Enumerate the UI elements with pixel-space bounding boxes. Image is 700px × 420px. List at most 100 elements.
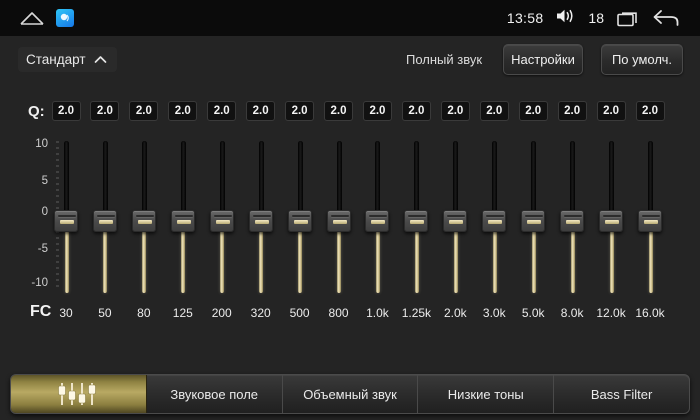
slider-thumb-indicator <box>449 220 464 224</box>
slider-thumb-groove <box>213 215 232 217</box>
slider-thumb[interactable] <box>404 210 429 232</box>
slider-track-upper <box>414 141 420 213</box>
back-icon[interactable] <box>652 9 679 27</box>
slider-thumb[interactable] <box>560 210 585 232</box>
q-value-box[interactable]: 2.0 <box>401 101 431 121</box>
slider-thumb[interactable] <box>131 210 156 232</box>
q-value-box[interactable]: 2.0 <box>440 101 470 121</box>
eq-band-slider[interactable] <box>92 141 118 293</box>
q-value-box[interactable]: 2.0 <box>557 101 587 121</box>
q-value-box[interactable]: 2.0 <box>129 101 159 121</box>
slider-thumb-indicator <box>176 220 191 224</box>
slider-track-upper <box>375 141 381 213</box>
slider-thumb[interactable] <box>521 210 546 232</box>
tab-label: Низкие тоны <box>447 386 524 402</box>
tab-4[interactable]: Низкие тоны <box>418 375 555 413</box>
slider-track-lower <box>648 229 653 293</box>
slider-track-lower <box>337 229 342 293</box>
slider-thumb-groove <box>291 215 310 217</box>
q-value-box[interactable]: 2.0 <box>479 101 509 121</box>
slider-thumb-groove <box>525 215 544 217</box>
slider-thumb[interactable] <box>209 210 234 232</box>
q-value-box[interactable]: 2.0 <box>168 101 198 121</box>
slider-thumb-groove <box>96 215 115 217</box>
slider-thumb-indicator <box>215 220 230 224</box>
eq-band-slider[interactable] <box>520 141 546 293</box>
eq-band-slider[interactable] <box>209 141 235 293</box>
slider-track-lower <box>181 229 186 293</box>
slider-thumb[interactable] <box>287 210 312 232</box>
eq-band-slider[interactable] <box>442 141 468 293</box>
eq-band-slider[interactable] <box>637 141 663 293</box>
tab-label: Звуковое поле <box>170 386 259 402</box>
slider-thumb-indicator <box>254 220 269 224</box>
slider-thumb-indicator <box>293 220 308 224</box>
slider-thumb-groove <box>135 215 154 217</box>
slider-thumb-indicator <box>644 220 658 224</box>
eq-band-slider[interactable] <box>287 141 313 293</box>
fc-label: FC <box>30 303 52 320</box>
chevron-up-icon <box>94 52 107 67</box>
app-icon[interactable] <box>56 9 74 27</box>
eq-band-slider[interactable] <box>481 141 507 293</box>
q-value-box[interactable]: 2.0 <box>246 101 276 121</box>
slider-thumb[interactable] <box>92 210 117 232</box>
slider-thumb-groove <box>58 215 76 217</box>
eq-band-slider[interactable] <box>403 141 429 293</box>
settings-button[interactable]: Настройки <box>503 44 583 75</box>
y-axis-label: -10 <box>31 277 48 289</box>
full-sound-label: Полный звук <box>406 52 483 67</box>
q-value-box[interactable]: 2.0 <box>635 101 665 121</box>
slider-thumb-indicator <box>371 220 386 224</box>
slider-thumb[interactable] <box>638 210 662 232</box>
eq-band-slider[interactable] <box>326 141 352 293</box>
q-value-box[interactable]: 2.0 <box>596 101 626 121</box>
eq-band-slider[interactable] <box>248 141 274 293</box>
slider-track-upper <box>180 141 186 213</box>
frequency-label: 3.0k <box>482 306 506 320</box>
eq-band-slider[interactable] <box>598 141 624 293</box>
frequency-label: 16.0k <box>635 306 665 320</box>
eq-band-slider[interactable] <box>364 141 390 293</box>
q-value-box[interactable]: 2.0 <box>518 101 548 121</box>
slider-thumb-indicator <box>98 220 113 224</box>
slider-thumb-groove <box>174 215 193 217</box>
slider-thumb[interactable] <box>248 210 273 232</box>
recents-icon[interactable] <box>617 10 639 27</box>
frequency-label: 12.0k <box>596 306 626 320</box>
tab-5[interactable]: Bass Filter <box>554 375 689 413</box>
slider-thumb[interactable] <box>365 210 390 232</box>
frequency-label: 30 <box>59 306 73 320</box>
q-value-box[interactable]: 2.0 <box>90 101 120 121</box>
tab-3[interactable]: Объемный звук <box>283 375 419 413</box>
slider-thumb[interactable] <box>170 210 195 232</box>
q-value-box[interactable]: 2.0 <box>362 101 392 121</box>
volume-icon[interactable] <box>556 8 575 29</box>
home-icon[interactable] <box>20 11 44 25</box>
slider-thumb[interactable] <box>482 210 507 232</box>
frequency-label: 125 <box>172 306 193 320</box>
slider-thumb[interactable] <box>326 210 351 232</box>
default-button[interactable]: По умолч. <box>601 44 683 75</box>
q-value-box[interactable]: 2.0 <box>207 101 237 121</box>
slider-track-upper <box>219 141 225 213</box>
slider-thumb-indicator <box>527 220 542 224</box>
tab-equalizer[interactable] <box>11 375 147 413</box>
slider-track-lower <box>220 229 225 293</box>
q-value-box[interactable]: 2.0 <box>324 101 354 121</box>
tab-2[interactable]: Звуковое поле <box>147 375 283 413</box>
slider-thumb[interactable] <box>443 210 468 232</box>
q-value-box[interactable]: 2.0 <box>51 101 81 121</box>
eq-band-slider[interactable] <box>53 141 79 293</box>
slider-track-lower <box>259 229 264 293</box>
slider-thumb[interactable] <box>599 210 624 232</box>
slider-thumb-groove <box>408 215 427 217</box>
eq-band-slider[interactable] <box>559 141 585 293</box>
equalizer-icon <box>55 381 101 407</box>
slider-track-lower <box>375 229 380 293</box>
eq-band-slider[interactable] <box>131 141 157 293</box>
q-value-box[interactable]: 2.0 <box>285 101 315 121</box>
preset-selector[interactable]: Стандарт <box>18 47 117 72</box>
eq-band-slider[interactable] <box>170 141 196 293</box>
slider-thumb[interactable] <box>54 210 78 232</box>
